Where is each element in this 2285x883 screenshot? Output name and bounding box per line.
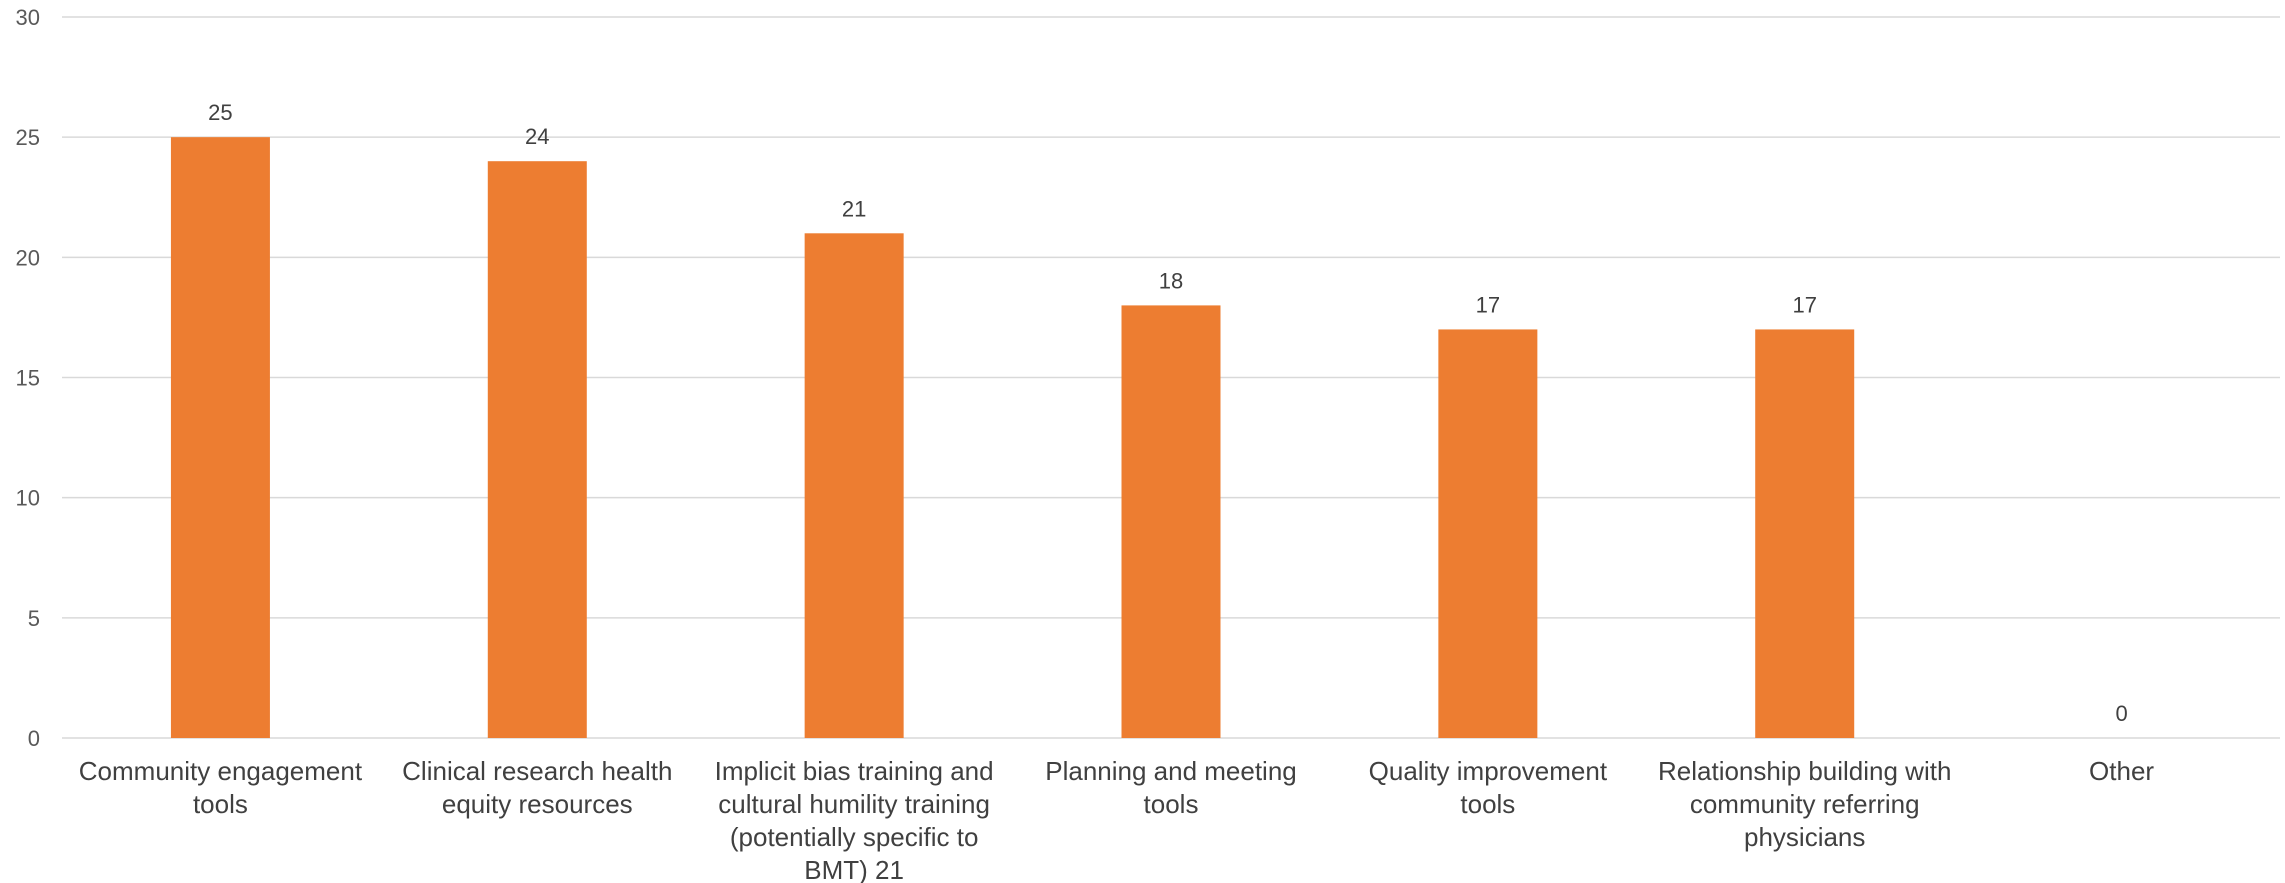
bar: [487, 161, 587, 738]
x-tick-label: Other: [2089, 756, 2154, 786]
x-tick-label: Quality improvement tools: [1369, 756, 1608, 819]
x-tick-label-line: equity resources: [442, 789, 633, 819]
y-tick-label: 15: [16, 366, 40, 391]
bar: [1121, 305, 1221, 738]
y-tick-label: 0: [28, 726, 40, 751]
x-tick-label-line: (potentially specific to: [730, 822, 979, 852]
y-tick-label: 5: [28, 606, 40, 631]
x-tick-label: Relationship building with community refe…: [1658, 756, 1951, 852]
x-tick-label-line: community referring: [1690, 789, 1920, 819]
x-tick-label-line: Implicit bias training and: [715, 756, 994, 786]
x-tick-label-line: tools: [193, 789, 248, 819]
x-tick-label-line: Planning and meeting: [1045, 756, 1297, 786]
data-label: 18: [1159, 268, 1183, 293]
x-tick-label-line: Other: [2089, 756, 2154, 786]
y-tick-label: 30: [16, 5, 40, 30]
data-label: 17: [1476, 292, 1500, 317]
y-tick-label: 25: [16, 125, 40, 150]
x-tick-label-line: Clinical research health: [402, 756, 672, 786]
x-tick-label-line: tools: [1144, 789, 1199, 819]
data-label: 17: [1792, 292, 1816, 317]
x-tick-label-line: tools: [1460, 789, 1515, 819]
bar: [1755, 329, 1855, 738]
x-tick-label: Community engagement tools: [79, 756, 363, 819]
x-tick-label-line: Relationship building with: [1658, 756, 1951, 786]
bar: [804, 233, 904, 739]
bar: [170, 137, 270, 738]
bar: [1438, 329, 1538, 738]
y-tick-label: 20: [16, 245, 40, 270]
data-labels: 25 24 21 18 17 17 0: [208, 100, 2128, 726]
y-axis-ticks: 0 5 10 15 20 25 30: [16, 5, 40, 751]
x-tick-label: Planning and meeting tools: [1045, 756, 1297, 819]
x-tick-label-line: physicians: [1744, 822, 1865, 852]
bars: [170, 137, 1855, 739]
x-tick-label-line: BMT) 21: [804, 855, 904, 883]
data-label: 21: [842, 196, 866, 221]
y-tick-label: 10: [16, 486, 40, 511]
data-label: 25: [208, 100, 232, 125]
data-label: 24: [525, 124, 549, 149]
x-tick-label-line: Quality improvement: [1369, 756, 1608, 786]
x-tick-label-line: Community engagement: [79, 756, 363, 786]
x-tick-label: Implicit bias training and cultural humil…: [715, 756, 994, 883]
x-tick-label: Clinical research health equity resources: [402, 756, 672, 819]
data-label: 0: [2115, 701, 2127, 726]
x-tick-label-line: cultural humility training: [718, 789, 990, 819]
